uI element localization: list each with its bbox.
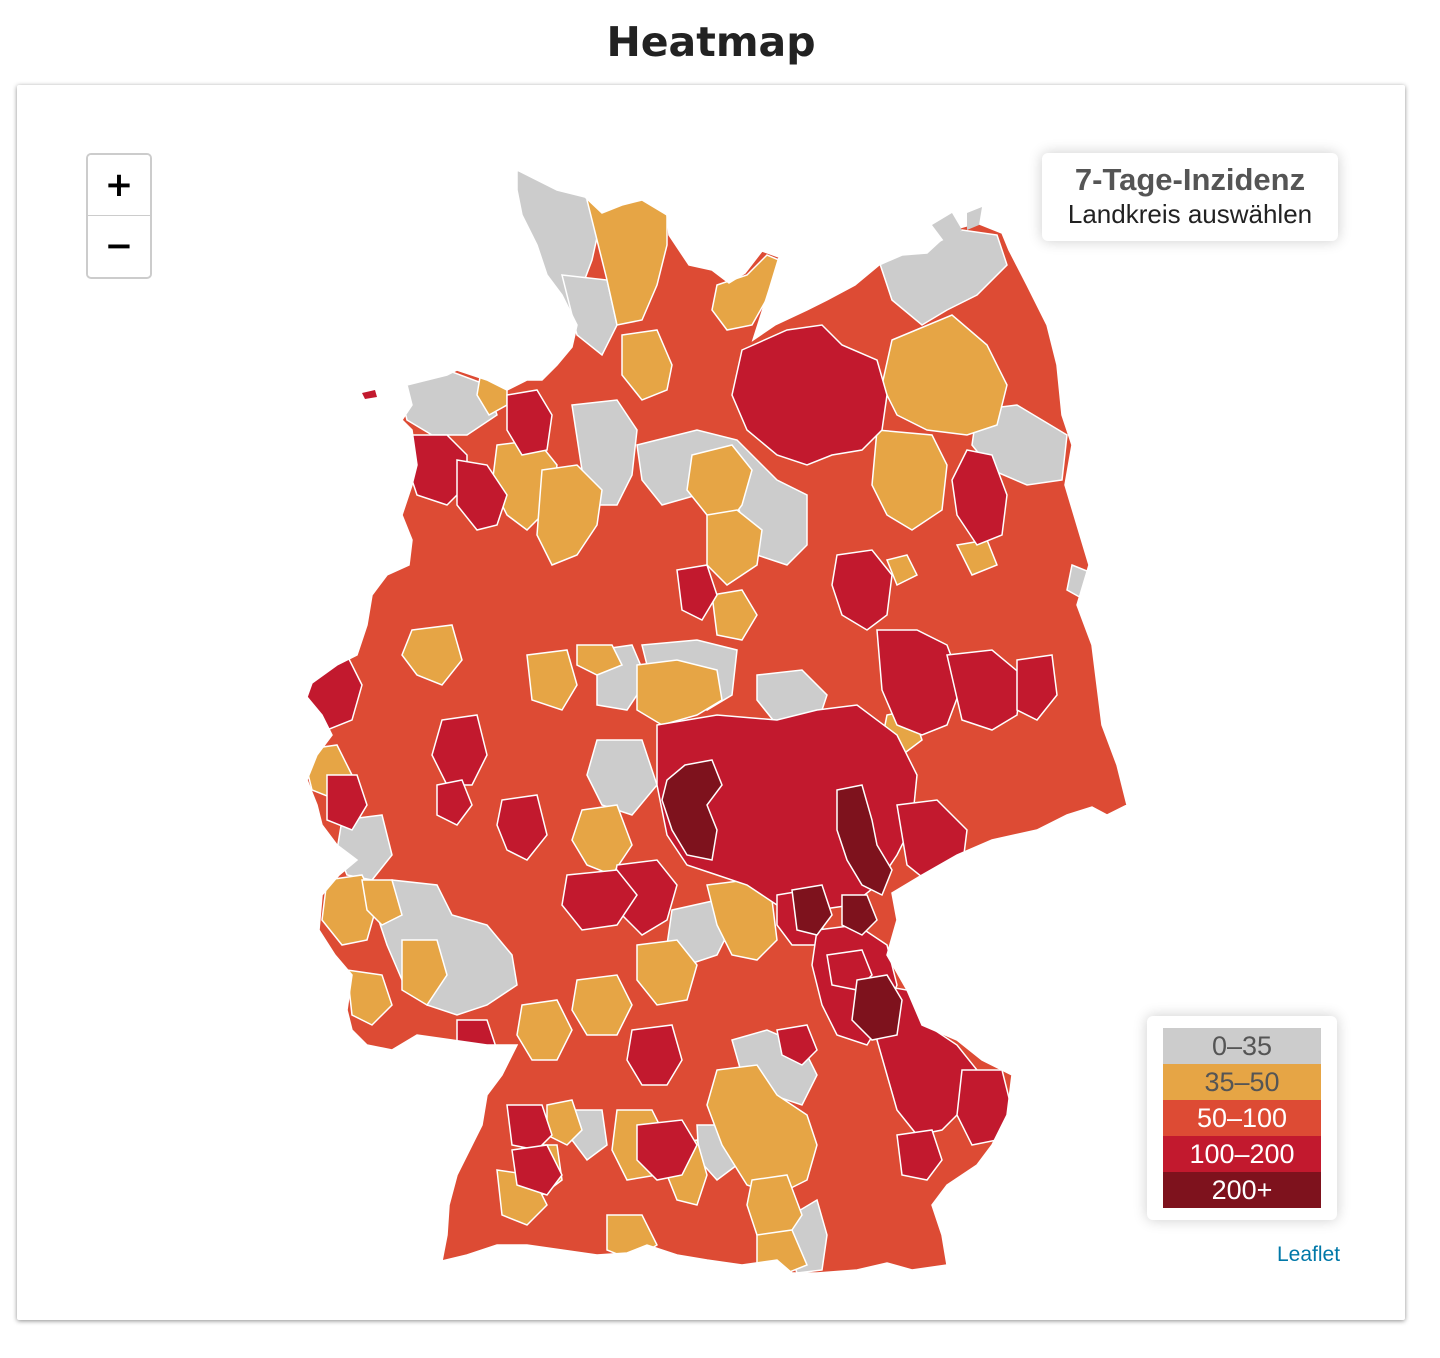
- legend-list: 0–35 35–50 50–100 100–200 200+: [1163, 1028, 1321, 1208]
- germany-choropleth-map[interactable]: [17, 85, 1405, 1320]
- page-title: Heatmap: [606, 18, 816, 66]
- zoom-out-button[interactable]: −: [88, 216, 150, 276]
- coastal-islands: [362, 207, 982, 399]
- legend-item: 100–200: [1163, 1136, 1321, 1172]
- district-regions: [307, 170, 1093, 1273]
- legend-item: 50–100: [1163, 1100, 1321, 1136]
- legend-item: 200+: [1163, 1172, 1321, 1208]
- legend-item: 0–35: [1163, 1028, 1321, 1064]
- info-title: 7-Tage-Inzidenz: [1074, 162, 1306, 197]
- info-box: 7-Tage-Inzidenz Landkreis auswählen: [1042, 153, 1338, 241]
- zoom-control: + −: [86, 153, 152, 279]
- info-subtitle: Landkreis auswählen: [1067, 199, 1313, 229]
- legend: 0–35 35–50 50–100 100–200 200+: [1147, 1016, 1337, 1220]
- zoom-in-button[interactable]: +: [88, 155, 150, 216]
- map-container[interactable]: + − 7-Tage-Inzidenz Landkreis auswählen …: [17, 85, 1405, 1320]
- legend-item: 35–50: [1163, 1064, 1321, 1100]
- attribution-link[interactable]: Leaflet: [1277, 1243, 1341, 1266]
